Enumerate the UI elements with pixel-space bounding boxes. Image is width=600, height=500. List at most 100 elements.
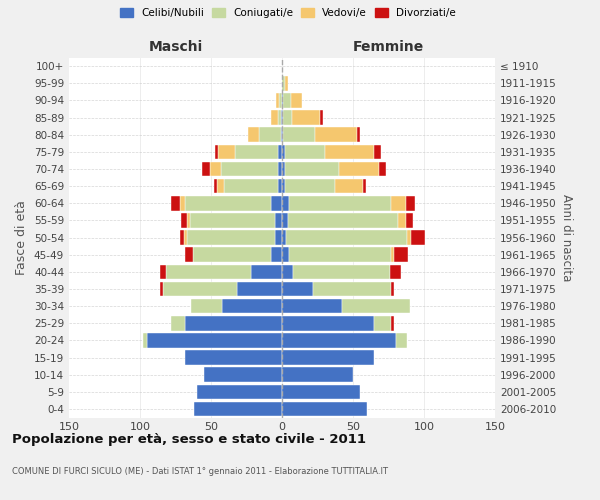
Bar (411, 230, 425, 245)
Bar (185, 316, 282, 330)
Bar (406, 196, 415, 210)
Bar (278, 162, 282, 176)
Bar (282, 128, 283, 142)
Bar (391, 282, 394, 296)
Bar (406, 213, 413, 228)
Bar (282, 76, 285, 90)
Bar (290, 93, 302, 108)
Bar (293, 264, 390, 279)
Bar (282, 368, 353, 382)
Bar (236, 282, 282, 296)
Bar (335, 179, 363, 194)
Bar (197, 384, 282, 399)
Bar (391, 196, 406, 210)
Bar (325, 144, 374, 159)
Bar (202, 162, 209, 176)
Bar (374, 144, 382, 159)
Bar (285, 76, 287, 90)
Bar (282, 93, 283, 108)
Bar (215, 144, 218, 159)
Bar (214, 179, 217, 194)
Y-axis label: Anni di nascita: Anni di nascita (560, 194, 573, 281)
Bar (224, 179, 278, 194)
Bar (282, 144, 285, 159)
Bar (398, 213, 406, 228)
Bar (143, 333, 147, 347)
Bar (204, 368, 282, 382)
Bar (185, 350, 282, 365)
Bar (395, 333, 407, 347)
Bar (180, 196, 185, 210)
Bar (313, 282, 391, 296)
Bar (394, 248, 409, 262)
Bar (282, 316, 374, 330)
Bar (314, 128, 357, 142)
Bar (292, 110, 320, 125)
Bar (275, 213, 282, 228)
Bar (185, 196, 271, 210)
Bar (281, 110, 282, 125)
Bar (209, 162, 221, 176)
Bar (289, 248, 391, 262)
Bar (282, 213, 287, 228)
Bar (282, 110, 283, 125)
Bar (193, 248, 271, 262)
Bar (251, 264, 282, 279)
Bar (282, 299, 341, 314)
Text: Popolazione per età, sesso e stato civile - 2011: Popolazione per età, sesso e stato civil… (12, 432, 366, 446)
Bar (221, 162, 278, 176)
Bar (282, 248, 289, 262)
Bar (259, 128, 281, 142)
Bar (285, 162, 339, 176)
Bar (194, 402, 282, 416)
Bar (285, 144, 325, 159)
Bar (271, 110, 278, 125)
Bar (287, 213, 398, 228)
Bar (277, 93, 279, 108)
Bar (275, 230, 282, 245)
Bar (163, 282, 236, 296)
Bar (223, 299, 282, 314)
Bar (391, 316, 394, 330)
Bar (160, 264, 166, 279)
Bar (278, 144, 282, 159)
Bar (357, 128, 360, 142)
Bar (271, 196, 282, 210)
Bar (171, 196, 180, 210)
Bar (282, 196, 289, 210)
Bar (190, 213, 275, 228)
Bar (285, 179, 335, 194)
Bar (341, 299, 410, 314)
Bar (282, 264, 293, 279)
Bar (147, 333, 282, 347)
Bar (379, 162, 386, 176)
Text: Maschi: Maschi (148, 40, 203, 54)
Bar (363, 179, 366, 194)
Text: Femmine: Femmine (353, 40, 424, 54)
Bar (283, 110, 292, 125)
Bar (282, 230, 286, 245)
Bar (235, 144, 278, 159)
Bar (283, 93, 290, 108)
Bar (191, 299, 223, 314)
Bar (180, 230, 184, 245)
Bar (339, 162, 379, 176)
Bar (282, 384, 360, 399)
Bar (283, 128, 314, 142)
Bar (289, 196, 391, 210)
Bar (160, 282, 163, 296)
Bar (185, 248, 193, 262)
Bar (271, 248, 282, 262)
Bar (248, 128, 259, 142)
Bar (187, 230, 275, 245)
Bar (181, 213, 187, 228)
Bar (282, 350, 374, 365)
Bar (391, 248, 394, 262)
Bar (184, 230, 187, 245)
Y-axis label: Fasce di età: Fasce di età (16, 200, 28, 275)
Bar (281, 128, 282, 142)
Text: COMUNE DI FURCI SICULO (ME) - Dati ISTAT 1° gennaio 2011 - Elaborazione TUTTITAL: COMUNE DI FURCI SICULO (ME) - Dati ISTAT… (12, 468, 388, 476)
Bar (217, 179, 224, 194)
Bar (279, 93, 282, 108)
Bar (218, 144, 235, 159)
